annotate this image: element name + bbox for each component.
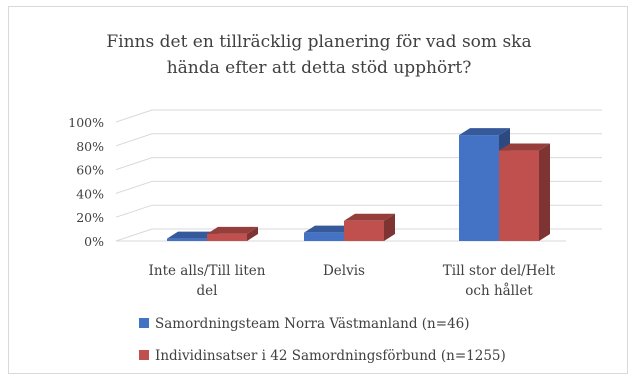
y-axis-ticks: 0% 20% 40% 60% 80% 100% (68, 115, 104, 249)
x-category-label: del (197, 283, 218, 299)
chart-svg: Finns det en tillräcklig planering för v… (68, 32, 602, 364)
x-category-label: Delvis (323, 263, 365, 279)
y-tick-label: 80% (76, 139, 104, 154)
chart-title: Finns det en tillräcklig planering för v… (106, 32, 531, 78)
legend-swatch (139, 318, 149, 328)
gridline (115, 133, 602, 147)
x-category-label: Inte alls/Till liten (149, 263, 266, 279)
legend-swatch (139, 350, 149, 360)
y-tick-label: 20% (76, 210, 104, 225)
x-category-label: Till stor del/Helt (443, 263, 556, 279)
y-tick-label: 40% (76, 186, 104, 201)
gridline (115, 109, 602, 123)
legend-label: Individinsatser i 42 Samordningsförbund … (155, 348, 506, 364)
gridline (115, 180, 602, 194)
bar (499, 143, 550, 241)
chart-frame: Finns det en tillräcklig planering för v… (8, 6, 628, 374)
legend-label: Samordningsteam Norra Västmanland (n=46) (155, 316, 470, 332)
bar (344, 213, 395, 241)
bar (207, 226, 258, 241)
y-tick-label: 100% (68, 115, 104, 130)
gridline (115, 157, 602, 171)
y-tick-label: 60% (76, 163, 104, 178)
x-axis-labels: Inte alls/Till liten del Delvis Till stor d… (149, 263, 556, 299)
y-tick-label: 0% (84, 234, 104, 249)
gridline (115, 204, 602, 218)
gridline (115, 228, 602, 242)
x-category-label: och hållet (465, 283, 533, 299)
chart-title-line: Finns det en tillräcklig planering för v… (106, 32, 531, 52)
chart-title-line: hända efter att detta stöd upphört? (167, 58, 472, 78)
chart-bars (167, 128, 550, 241)
chart-legend: Samordningsteam Norra Västmanland (n=46)… (139, 316, 506, 364)
